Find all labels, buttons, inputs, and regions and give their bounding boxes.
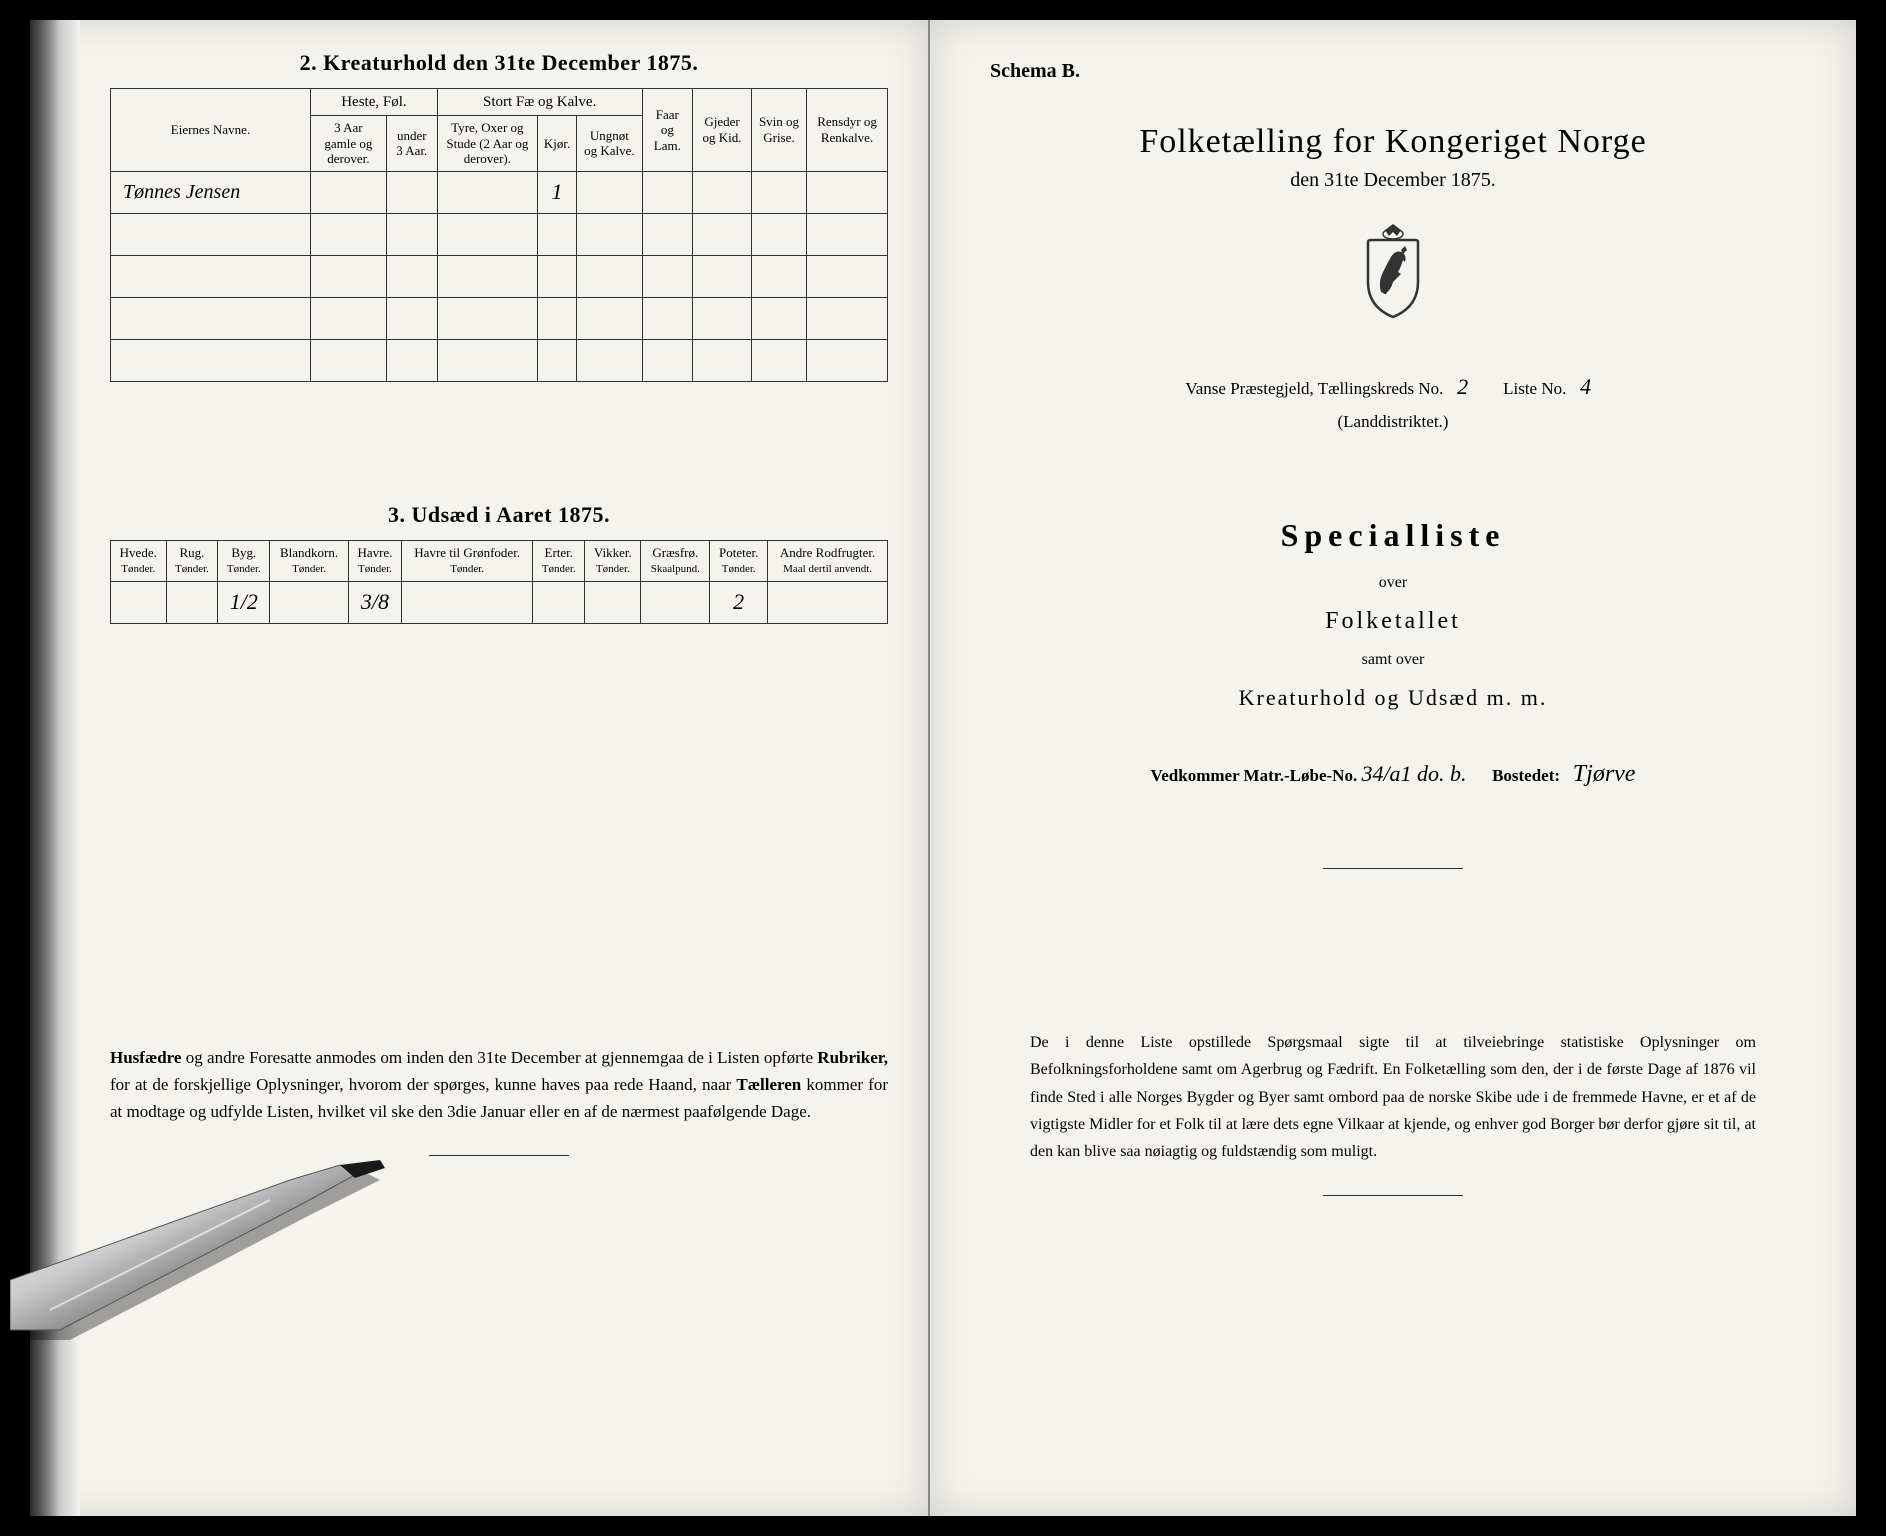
val-havre: 3/8 — [348, 581, 401, 623]
district-no: 2 — [1448, 367, 1478, 407]
table-kreaturhold: Eiernes Navne. Heste, Føl. Stort Fæ og K… — [110, 88, 888, 382]
main-title: Folketælling for Kongeriget Norge — [990, 123, 1796, 161]
book-spread: 2. Kreaturhold den 31te December 1875. E… — [30, 20, 1856, 1516]
table-row — [111, 255, 888, 297]
col-goats: Gjeder og Kid. — [693, 89, 752, 172]
liste-no: 4 — [1571, 367, 1601, 407]
c9: Græsfrø.Skaalpund. — [641, 540, 710, 581]
divider — [1323, 1195, 1463, 1196]
c5: Havre.Tønder. — [348, 540, 401, 581]
c2: Rug.Tønder. — [166, 540, 218, 581]
table-row — [111, 339, 888, 381]
over-label: over — [990, 574, 1796, 592]
val-potet: 2 — [710, 581, 768, 623]
table-row — [111, 297, 888, 339]
matr-no: 34/a1 do. b. — [1361, 761, 1466, 787]
right-footer-note: De i denne Liste opstillede Spørgsmaal s… — [1030, 1029, 1756, 1165]
col-owner: Eiernes Navne. — [111, 89, 311, 172]
section3-title: 3. Udsæd i Aaret 1875. — [110, 502, 888, 528]
c6: Havre til Grønfoder.Tønder. — [402, 540, 533, 581]
val-byg: 1/2 — [218, 581, 270, 623]
section2-title: 2. Kreaturhold den 31te December 1875. — [110, 50, 888, 76]
census-date: den 31te December 1875. — [990, 169, 1796, 192]
c4: Blandkorn.Tønder. — [270, 540, 349, 581]
table-row: Tønnes Jensen 1 — [111, 171, 888, 213]
folketallet-label: Folketallet — [990, 608, 1796, 635]
owner-name: Tønnes Jensen — [111, 171, 311, 213]
colgroup-cattle: Stort Fæ og Kalve. — [437, 89, 642, 116]
table-row: 1/2 3/8 2 — [111, 581, 888, 623]
col-reindeer: Rensdyr og Renkalve. — [807, 89, 888, 172]
c3: Byg.Tønder. — [218, 540, 270, 581]
bosted-value: Tjørve — [1573, 761, 1636, 788]
table-row — [111, 213, 888, 255]
vedkommer-line: Vedkommer Matr.-Løbe-No. 34/a1 do. b. Bo… — [990, 761, 1796, 788]
specialliste-title: Specialliste — [990, 517, 1796, 554]
c7: Erter.Tønder. — [533, 540, 585, 581]
district-line: Vanse Præstegjeld, Tællingskreds No. 2 L… — [990, 367, 1796, 437]
col-sheep: Faar og Lam. — [642, 89, 693, 172]
schema-label: Schema B. — [990, 60, 1796, 83]
c1: Hvede.Tønder. — [111, 540, 167, 581]
c8: Vikker.Tønder. — [585, 540, 641, 581]
col-calves: Ungnøt og Kalve. — [577, 116, 642, 172]
col-pigs: Svin og Grise. — [751, 89, 806, 172]
c10: Poteter.Tønder. — [710, 540, 768, 581]
book-spine — [30, 20, 80, 1516]
kreatur-label: Kreaturhold og Udsæd m. m. — [990, 685, 1796, 711]
col-horse-young: under 3 Aar. — [386, 116, 437, 172]
coat-of-arms-icon — [990, 222, 1796, 327]
col-cows: Kjør. — [537, 116, 576, 172]
right-page: Schema B. Folketælling for Kongeriget No… — [930, 20, 1856, 1516]
samt-label: samt over — [990, 651, 1796, 669]
left-footer-note: Husfædre og andre Foresatte anmodes om i… — [110, 1044, 888, 1126]
left-page: 2. Kreaturhold den 31te December 1875. E… — [30, 20, 930, 1516]
col-bulls: Tyre, Oxer og Stude (2 Aar og derover). — [437, 116, 537, 172]
val-cows: 1 — [537, 171, 576, 213]
colgroup-horses: Heste, Føl. — [311, 89, 438, 116]
table-udsaed: Hvede.Tønder. Rug.Tønder. Byg.Tønder. Bl… — [110, 540, 888, 624]
col-horse-old: 3 Aar gamle og derover. — [311, 116, 387, 172]
divider — [429, 1155, 569, 1156]
divider — [1323, 868, 1463, 869]
c11: Andre Rodfrugter.Maal dertil anvendt. — [768, 540, 888, 581]
